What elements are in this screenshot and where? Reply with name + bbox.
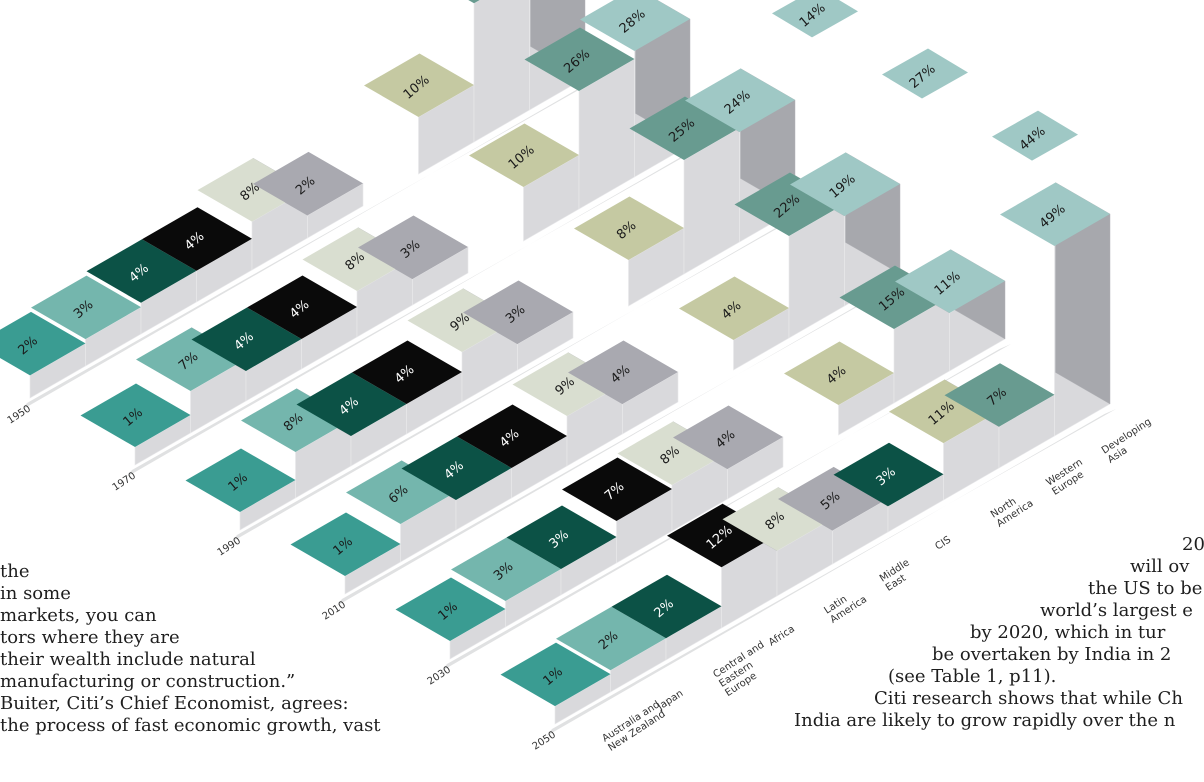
bar-top-2050-2: [611, 574, 722, 639]
right-text-line-6: be overtaken by India in 2: [932, 644, 1172, 665]
bar-top-1970-7: [469, 123, 579, 187]
bar-top-1950-0: [0, 311, 86, 376]
bar-top-2010-5: [568, 340, 678, 404]
left-text-line-5: their wealth include natural: [0, 649, 256, 670]
year-label-1990: 1990: [216, 535, 243, 558]
back-bar-top-4: [992, 110, 1078, 161]
category-label-9: DevelopingAsia: [1100, 416, 1159, 465]
bar-top-1990-5: [463, 280, 573, 344]
category-label-1: Japan: [655, 688, 685, 713]
left-text-line-7: Buiter, Citi’s Chief Economist, agrees:: [0, 693, 349, 714]
bar-top-2050-9: [1000, 182, 1110, 246]
bar-top-2010-2: [401, 436, 512, 500]
year-label-1950: 1950: [6, 403, 33, 426]
bar-top-2030-9: [895, 249, 1005, 313]
bar-top-2050-0: [500, 642, 611, 707]
bar-top-1970-5: [358, 215, 468, 279]
left-text-line-4: tors where they are: [0, 627, 180, 648]
year-label-2030: 2030: [426, 664, 453, 687]
bar-top-2050-6: [833, 442, 944, 507]
year-label-2050: 2050: [531, 729, 558, 752]
bar-top-2010-9: [790, 152, 900, 216]
bar-top-1970-2: [191, 307, 302, 371]
category-label-3: Africa: [767, 624, 797, 649]
right-text-line-9: India are likely to grow rapidly over th…: [794, 710, 1176, 731]
right-text-line-3: the US to be: [1088, 578, 1203, 599]
bar-top-1950-2: [86, 239, 197, 303]
back-bar-top-2: [772, 0, 858, 38]
bar-top-1990-9: [685, 68, 795, 132]
bar-top-2010-0: [290, 512, 401, 576]
bar-front-1950-8: [473, 0, 530, 143]
bar-top-2050-8: [944, 363, 1055, 427]
category-label-8: WesternEurope: [1044, 457, 1090, 498]
back-bar-top-3: [882, 48, 968, 99]
bar-top-1970-8: [524, 27, 635, 91]
bar-top-2010-7: [679, 276, 789, 340]
bar-top-1990-2: [296, 372, 407, 436]
right-text-line-4: world’s largest e: [1040, 600, 1193, 621]
category-label-5: MiddleEast: [878, 557, 918, 593]
left-text-line-8: the process of fast economic growth, vas…: [0, 715, 381, 736]
left-text-line-3: markets, you can: [0, 605, 157, 626]
right-text-line-2: will ov: [1130, 556, 1190, 577]
category-label-4: LatinAmerica: [822, 585, 869, 626]
year-label-2010: 2010: [321, 599, 348, 622]
left-text-line-6: manufacturing or construction.”: [0, 671, 296, 692]
bar-top-1950-1: [31, 275, 141, 340]
category-label-7: NorthAmerica: [989, 489, 1036, 530]
bar-top-2030-5: [673, 405, 783, 469]
left-text-line-1: the: [0, 561, 30, 582]
bar-top-2030-0: [395, 577, 506, 641]
bar-top-1950-3: [142, 207, 252, 271]
bar-top-2030-7: [784, 341, 894, 405]
bar-top-1950-5: [253, 151, 363, 216]
year-label-1970: 1970: [111, 470, 138, 493]
left-text-line-2: in some: [0, 583, 71, 604]
right-text-line-5: by 2020, which in tur: [970, 622, 1166, 643]
bar-top-1990-7: [574, 196, 684, 260]
bar-top-2030-3: [562, 457, 672, 521]
right-text-line-1: 20: [1182, 534, 1204, 555]
right-text-line-7: (see Table 1, p11).: [888, 666, 1057, 687]
bar-top-1990-3: [352, 340, 462, 404]
bar-top-2030-2: [506, 505, 617, 569]
bar-top-1950-8: [468, 0, 480, 4]
bar-top-2050-1: [556, 606, 666, 671]
right-text-line-8: Citi research shows that while Ch: [874, 688, 1183, 709]
bar-top-2010-3: [457, 404, 567, 468]
category-label-6: CIS: [933, 534, 953, 552]
bar-top-2030-1: [451, 537, 561, 601]
category-label-2: Central andEasternEurope: [711, 639, 778, 698]
bar-top-1970-9: [580, 0, 690, 51]
bar-top-1970-0: [80, 383, 191, 447]
bar-top-1990-0: [185, 448, 296, 512]
bar-top-1950-7: [364, 53, 474, 117]
bar-top-1970-3: [247, 275, 357, 339]
